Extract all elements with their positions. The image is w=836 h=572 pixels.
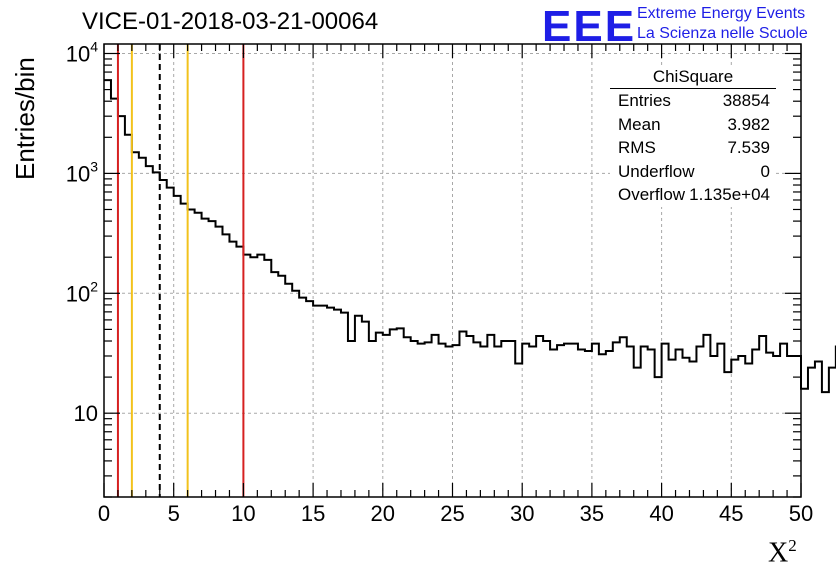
stats-label: RMS [618, 138, 656, 157]
histogram-line [104, 79, 836, 394]
stats-value: 0 [760, 161, 770, 181]
x-tick-label: 0 [98, 501, 110, 526]
stats-value: 1.135e+04 [689, 185, 770, 204]
histogram [104, 79, 836, 394]
brand-line-2: La Scienza nelle Scuole [637, 25, 808, 42]
stats-box-title: ChiSquare [610, 66, 776, 89]
y-tick-label: 103 [66, 158, 98, 186]
x-tick-label: 15 [301, 501, 325, 526]
stats-label: Underflow [618, 161, 695, 181]
stats-value: 7.539 [727, 138, 770, 157]
x-tick-label: 30 [510, 501, 534, 526]
stats-row: Entries 38854 [610, 89, 776, 113]
stats-row: RMS 7.539 [610, 136, 776, 160]
stats-box: ChiSquare Entries 38854 Mean 3.982 RMS 7.53… [610, 66, 776, 207]
x-axis-label: X2 [768, 536, 797, 569]
x-tick-label: 10 [231, 501, 255, 526]
y-axis-label: Entries/bin [10, 57, 40, 180]
x-tick-label: 50 [789, 501, 813, 526]
chart-title: VICE-01-2018-03-21-00064 [82, 8, 379, 35]
stats-value: 38854 [722, 91, 770, 110]
x-tick-label: 20 [371, 501, 395, 526]
x-tick-label: 5 [168, 501, 180, 526]
axis-ticks [103, 44, 802, 498]
y-tick-label-exponent: 4 [90, 38, 98, 54]
x-axis-label-exponent: 2 [788, 536, 797, 555]
y-tick-label: 104 [66, 38, 98, 66]
stats-row: Underflow 0 [610, 160, 776, 184]
y-tick-label-exponent: 2 [90, 278, 98, 294]
stats-label: Mean [618, 114, 661, 134]
x-tick-label: 35 [580, 501, 604, 526]
stats-row: Overflow 1.135e+04 [610, 183, 776, 207]
y-tick-label-base: 10 [66, 281, 90, 306]
stats-value: 3.982 [727, 114, 770, 134]
stats-row: Mean 3.982 [610, 113, 776, 137]
x-tick-label: 25 [440, 501, 464, 526]
eee-logo: EEE [542, 2, 637, 51]
y-tick-label: 102 [66, 278, 98, 306]
brand-line-1: Extreme Energy Events [637, 5, 806, 22]
stats-label: Overflow [618, 185, 686, 204]
y-tick-label-base: 10 [66, 41, 90, 66]
vertical-marker-lines [116, 44, 245, 497]
y-tick-label-exponent: 3 [90, 158, 98, 174]
stats-label: Entries [618, 91, 671, 110]
x-axis-label-base: X [768, 537, 789, 569]
x-tick-label: 40 [649, 501, 673, 526]
y-tick-label-base: 10 [66, 161, 90, 186]
y-tick-label: 10 [74, 401, 98, 426]
y-tick-label-base: 10 [74, 401, 98, 426]
x-tick-labels: 0 5 10 15 20 25 30 35 40 45 50 [98, 501, 813, 526]
x-tick-label: 45 [719, 501, 743, 526]
